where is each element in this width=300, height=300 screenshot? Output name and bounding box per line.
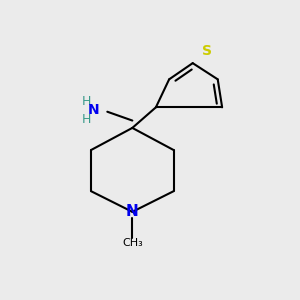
Text: CH₃: CH₃ [122,238,143,248]
Text: S: S [202,44,212,58]
Text: N: N [126,204,139,219]
Text: N: N [88,103,100,117]
Text: H: H [82,112,92,126]
Text: H: H [82,95,92,108]
